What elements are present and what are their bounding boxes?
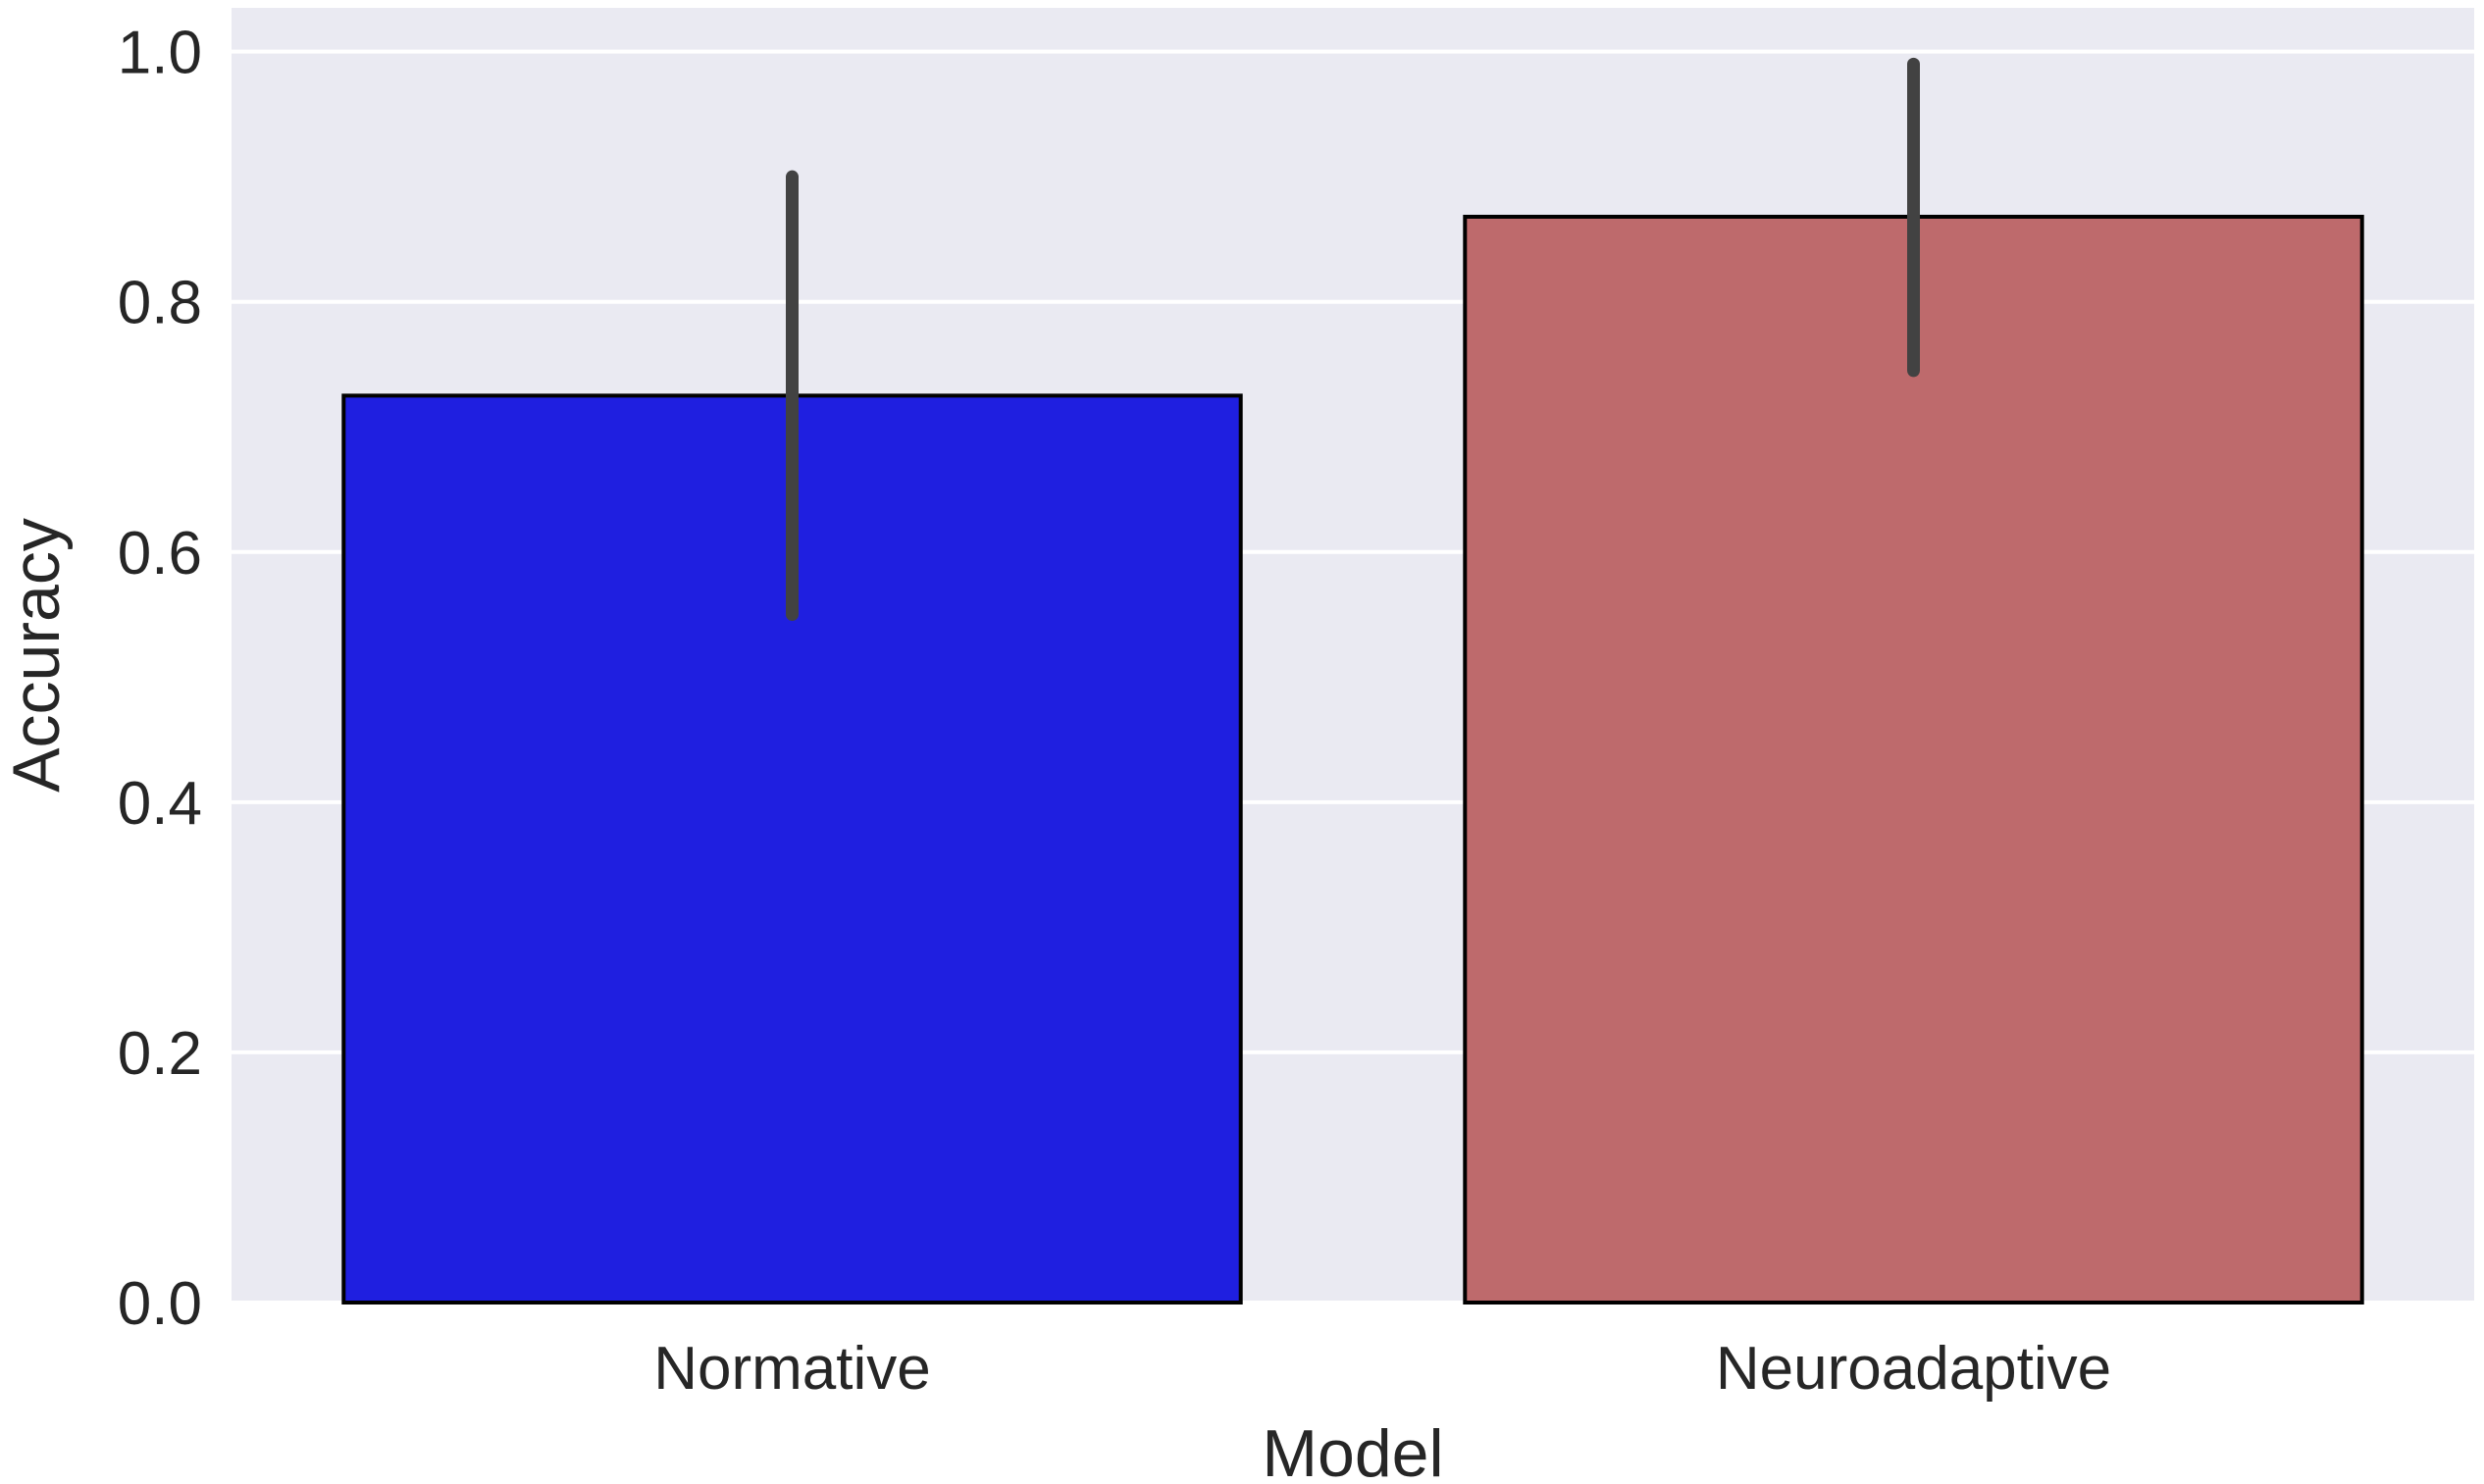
x-tick-label: Normative <box>653 1335 931 1403</box>
y-tick-labels: 0.0 0.2 0.4 0.6 0.8 1.0 <box>118 20 202 1338</box>
bar-neuroadaptive <box>1463 214 2364 1305</box>
y-tick-label: 0.8 <box>118 270 202 337</box>
x-axis-label: Model <box>1262 1416 1443 1484</box>
x-tick-label: Neuroadaptive <box>1716 1335 2111 1403</box>
error-bars <box>786 57 1920 622</box>
y-tick-label: 0.2 <box>118 1020 202 1088</box>
y-tick-label: 0.6 <box>118 520 202 588</box>
x-tick-labels: Normative Neuroadaptive <box>653 1335 2111 1403</box>
y-tick-label: 0.4 <box>118 770 202 838</box>
y-axis-label: Accuracy <box>0 518 74 793</box>
y-tick-label: 0.0 <box>118 1270 202 1338</box>
y-tick-label: 1.0 <box>118 20 202 87</box>
